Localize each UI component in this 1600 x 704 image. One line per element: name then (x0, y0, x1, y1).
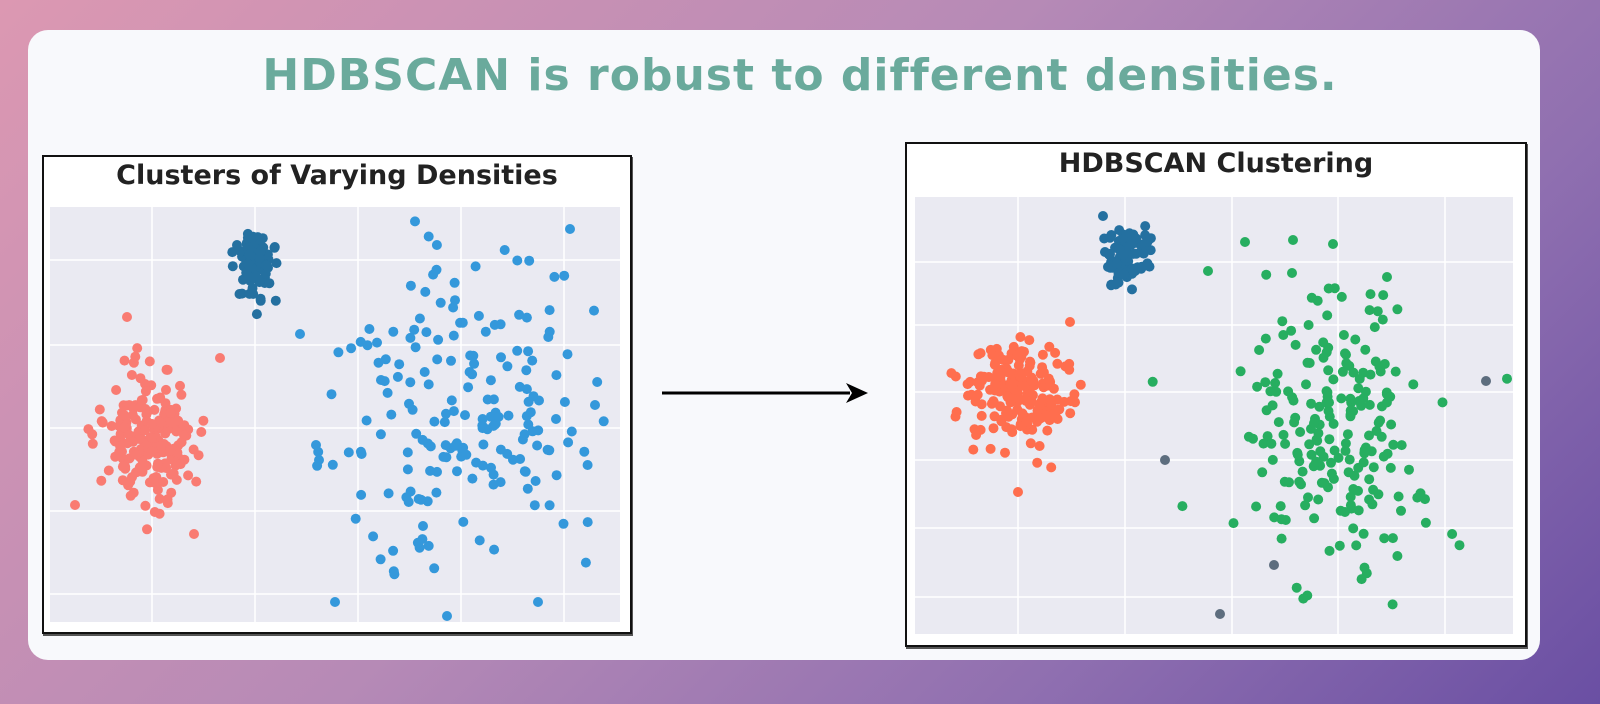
right-chart-panel: HDBSCAN Clustering (905, 142, 1527, 647)
right-scatter-plot (915, 197, 1513, 634)
left-chart-title: Clusters of Varying Densities (116, 160, 558, 191)
right-chart-title: HDBSCAN Clustering (1058, 148, 1374, 179)
left-scatter-plot (50, 207, 620, 622)
data-points (946, 211, 1512, 619)
right-arrow-icon (662, 383, 868, 403)
page-title: HDBSCAN is robust to different densities… (262, 50, 1338, 101)
data-points (70, 216, 609, 621)
left-chart-panel: Clusters of Varying Densities (42, 155, 632, 634)
